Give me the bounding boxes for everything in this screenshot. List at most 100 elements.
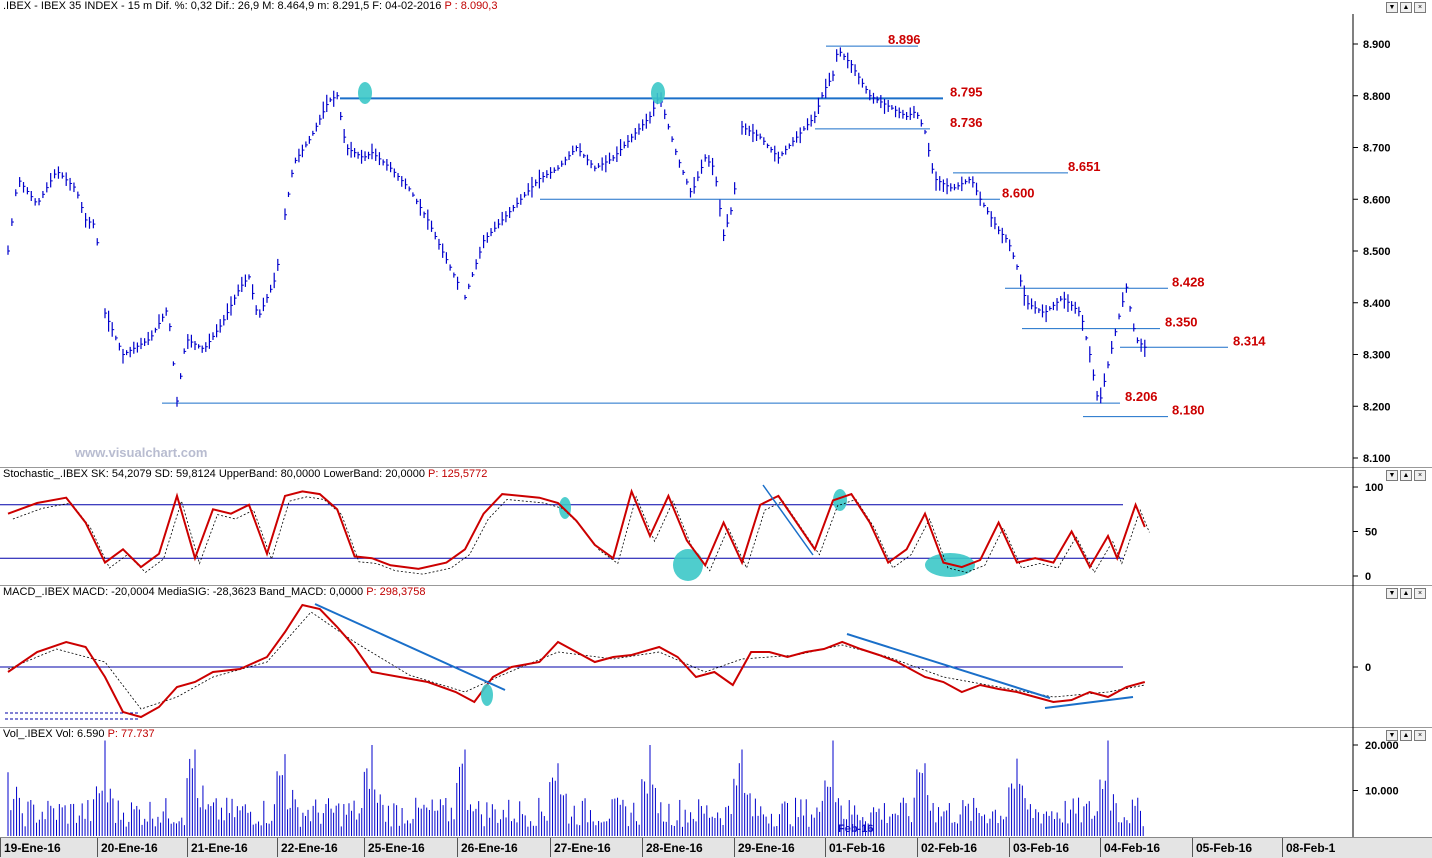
stoch-tick-label: 0: [1365, 571, 1371, 583]
date-label: 19-Ene-16: [4, 841, 61, 855]
maximize-icon[interactable]: ▲: [1400, 470, 1412, 481]
maximize-icon[interactable]: ▲: [1400, 730, 1412, 741]
price-tick-label: 8.100: [1363, 453, 1391, 465]
volume-tick-label: 20.000: [1365, 740, 1399, 752]
level-label: 8.180: [1172, 403, 1205, 418]
stochastic-panel: Stochastic_.IBEX SK: 54,2079 SD: 59,8124…: [0, 467, 1432, 588]
minimize-icon[interactable]: ▼: [1386, 2, 1398, 13]
stoch-sk-line: [7, 488, 1146, 570]
date-label: 29-Ene-16: [738, 841, 795, 855]
stochastic-header-last: P: 125,5772: [428, 468, 488, 480]
date-tick: [0, 838, 1, 857]
stochastic-header: Stochastic_.IBEX SK: 54,2079 SD: 59,8124…: [3, 468, 487, 480]
volume-header-values: Vol_.IBEX Vol: 6.590: [3, 728, 108, 740]
maximize-icon[interactable]: ▲: [1400, 2, 1412, 13]
close-icon[interactable]: ×: [1414, 470, 1426, 481]
date-tick: [734, 838, 735, 857]
date-tick: [1192, 838, 1193, 857]
price-tick-label: 8.900: [1363, 39, 1391, 51]
date-label: 21-Ene-16: [191, 841, 248, 855]
minimize-icon[interactable]: ▼: [1386, 730, 1398, 741]
date-label: 28-Ene-16: [646, 841, 703, 855]
stochastic-window-buttons[interactable]: ▼ ▲ ×: [1386, 470, 1426, 481]
price-header-symbol: .IBEX - IBEX 35 INDEX -: [3, 0, 128, 12]
macd-tick-label: 0: [1365, 662, 1371, 674]
level-label: 8.314: [1233, 333, 1266, 348]
close-icon[interactable]: ×: [1414, 730, 1426, 741]
volume-window-buttons[interactable]: ▼ ▲ ×: [1386, 730, 1426, 741]
date-tick: [187, 838, 188, 857]
date-tick: [825, 838, 826, 857]
date-tick: [1282, 838, 1283, 857]
macd-line: [7, 603, 1146, 719]
stoch-tick-label: 50: [1365, 527, 1377, 539]
date-label: 04-Feb-16: [1104, 841, 1161, 855]
level-label: 8.350: [1165, 315, 1198, 330]
date-label: 08-Feb-1: [1286, 841, 1336, 855]
date-label: 20-Ene-16: [101, 841, 158, 855]
stoch-trendline: [762, 484, 814, 556]
date-label: 27-Ene-16: [554, 841, 611, 855]
price-tick-label: 8.300: [1363, 350, 1391, 362]
maximize-icon[interactable]: ▲: [1400, 588, 1412, 599]
price-tick-label: 8.600: [1363, 194, 1391, 206]
price-tick-label: 8.700: [1363, 143, 1391, 155]
date-label: 05-Feb-16: [1196, 841, 1253, 855]
macd-window-buttons[interactable]: ▼ ▲ ×: [1386, 588, 1426, 599]
date-tick: [642, 838, 643, 857]
highlight-marker: [358, 82, 372, 104]
stochastic-header-values: Stochastic_.IBEX SK: 54,2079 SD: 59,8124…: [3, 468, 429, 480]
macd-header: MACD_.IBEX MACD: -20,0004 MediaSIG: -28,…: [3, 586, 426, 598]
level-label: 8.896: [888, 32, 921, 47]
price-header-last: P : 8.090,3: [444, 0, 498, 12]
highlight-marker: [673, 549, 703, 581]
price-tick-label: 8.400: [1363, 298, 1391, 310]
date-tick: [917, 838, 918, 857]
price-panel: .IBEX - IBEX 35 INDEX - 15 m Dif. %: 0,3…: [3, 0, 1426, 460]
highlight-marker: [481, 684, 493, 706]
macd-trendline: [314, 603, 506, 691]
price-tick-label: 8.200: [1363, 401, 1391, 413]
date-tick: [277, 838, 278, 857]
price-tick-label: 8.800: [1363, 91, 1391, 103]
close-icon[interactable]: ×: [1414, 588, 1426, 599]
macd-header-values: MACD_.IBEX MACD: -20,0004 MediaSIG: -28,…: [3, 586, 367, 598]
date-tick: [364, 838, 365, 857]
highlight-marker: [833, 489, 847, 511]
macd-header-last: P: 298,3758: [366, 586, 426, 598]
macd-panel: MACD_.IBEX MACD: -20,0004 MediaSIG: -28,…: [0, 585, 1432, 728]
date-label: 03-Feb-16: [1013, 841, 1070, 855]
level-label: 8.600: [1002, 185, 1035, 200]
date-tick: [97, 838, 98, 857]
price-window-buttons[interactable]: ▼ ▲ ×: [1386, 2, 1426, 13]
price-header: .IBEX - IBEX 35 INDEX - 15 m Dif. %: 0,3…: [3, 0, 497, 12]
price-header-interval: 15 m: [127, 0, 153, 12]
level-label: 8.651: [1068, 159, 1101, 174]
macd-trendline: [1044, 696, 1134, 709]
stoch-tick-label: 100: [1365, 482, 1383, 494]
volume-header-last: P: 77.737: [107, 728, 155, 740]
feb-label: Feb-16: [838, 823, 874, 835]
minimize-icon[interactable]: ▼: [1386, 588, 1398, 599]
date-axis: 19-Ene-16 20-Ene-16 21-Ene-16 22-Ene-16 25-E…: [0, 837, 1432, 858]
date-label: 25-Ene-16: [368, 841, 425, 855]
highlight-marker: [559, 497, 571, 519]
date-tick: [550, 838, 551, 857]
minimize-icon[interactable]: ▼: [1386, 470, 1398, 481]
volume-tick-label: 10.000: [1365, 786, 1399, 798]
close-icon[interactable]: ×: [1414, 2, 1426, 13]
watermark: www.visualchart.com: [75, 445, 208, 460]
date-tick: [1100, 838, 1101, 857]
level-label: 8.795: [950, 84, 983, 99]
date-tick: [1009, 838, 1010, 857]
level-label: 8.206: [1125, 389, 1158, 404]
price-header-stats: Dif. %: 0,32 Dif.: 26,9 M: 8.464,9 m: 8.…: [152, 0, 445, 12]
volume-panel: Vol_.IBEX Vol: 6.590 P: 77.737 ▼ ▲ ×: [0, 727, 1432, 838]
date-label: 01-Feb-16: [829, 841, 886, 855]
date-label: 26-Ene-16: [461, 841, 518, 855]
date-label: 22-Ene-16: [281, 841, 338, 855]
price-tick-label: 8.500: [1363, 246, 1391, 258]
date-tick: [457, 838, 458, 857]
level-label: 8.736: [950, 115, 983, 130]
